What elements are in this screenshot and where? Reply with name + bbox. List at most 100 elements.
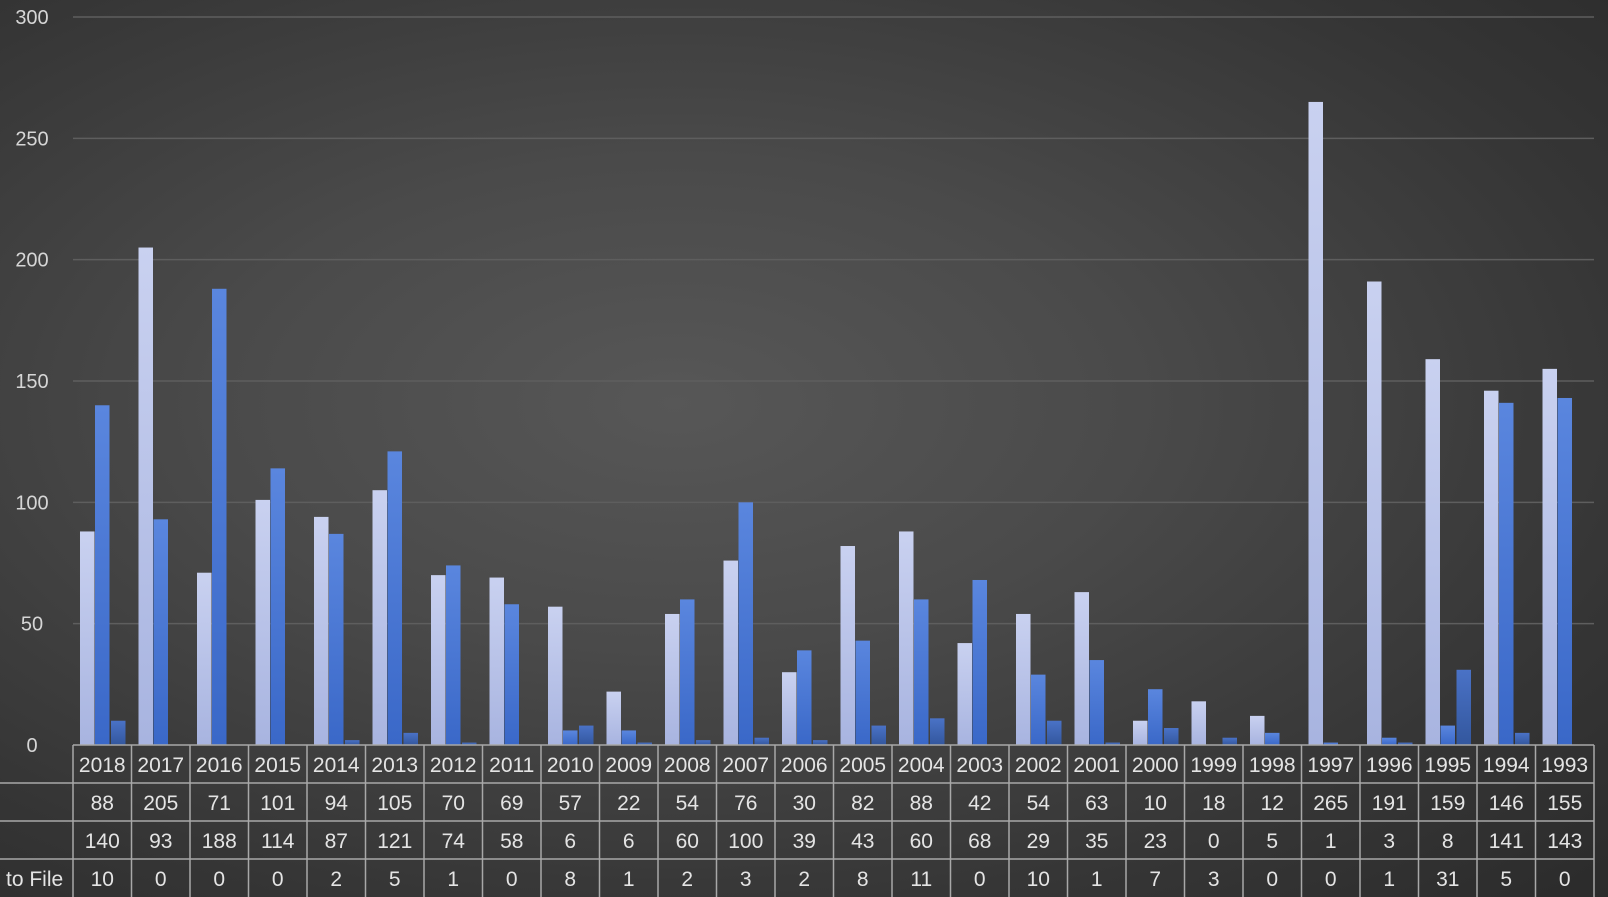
bar-s2 [738,502,753,745]
bar-s3 [1222,737,1237,745]
data-label: 88 [910,792,933,815]
data-label: 0 [1559,868,1571,891]
data-label: 188 [202,830,237,853]
category-label: 2015 [254,754,301,777]
bar-s2 [95,405,110,745]
bar-s2 [621,730,636,745]
bar-s3 [930,718,945,745]
bar-s2 [1499,402,1514,745]
bar-s2 [153,519,168,745]
bar-s2 [914,599,929,745]
bar-s2 [1440,725,1455,745]
bar-s1 [782,672,797,745]
bar-s2 [563,730,578,745]
data-label: 58 [500,830,523,853]
data-label: 0 [974,868,986,891]
category-label: 1998 [1249,754,1296,777]
data-label: 3 [740,868,752,891]
data-label: 6 [564,830,576,853]
category-label: 2006 [781,754,828,777]
data-label: 1 [1091,868,1103,891]
data-label: 5 [389,868,401,891]
bar-s1 [431,575,446,745]
category-label: 2011 [489,754,534,777]
data-label: 100 [728,830,763,853]
data-label: 71 [208,792,231,815]
data-label: 101 [260,792,295,815]
bar-s3 [1047,720,1062,745]
data-label: 141 [1489,830,1524,853]
data-label: 140 [85,830,120,853]
data-label: 18 [1202,792,1225,815]
data-label: 8 [1442,830,1454,853]
data-label: 1 [1325,830,1337,853]
data-label: 1 [1383,868,1395,891]
data-label: 1 [623,868,635,891]
bar-s2 [1323,742,1338,745]
bar-s1 [899,531,914,745]
y-tick-label: 100 [15,492,48,514]
bar-s1 [1191,701,1206,745]
category-label: 1994 [1483,754,1530,777]
data-label: 2 [330,868,342,891]
data-label: 105 [377,792,412,815]
bar-s3 [579,725,594,745]
data-label: 12 [1261,792,1284,815]
data-label: 3 [1383,830,1395,853]
bar-s2 [1089,660,1104,745]
bar-s3 [403,732,418,745]
category-label: 1996 [1366,754,1413,777]
bar-s3 [1398,742,1413,745]
bar-s2 [972,579,987,745]
data-label: 146 [1489,792,1524,815]
bar-s1 [1016,613,1031,745]
data-label: 82 [851,792,874,815]
bar-s2 [1557,397,1572,745]
data-label: 70 [442,792,465,815]
category-label: 1995 [1424,754,1471,777]
bar-s2 [1265,732,1280,745]
bar-s1 [1542,368,1557,745]
bar-s2 [387,451,402,745]
data-label: 10 [91,868,114,891]
bar-s3 [1164,728,1179,745]
data-label: 63 [1085,792,1108,815]
y-tick-label: 200 [15,250,48,272]
data-label: 5 [1500,868,1512,891]
data-label: 0 [155,868,167,891]
bar-s1 [606,691,621,745]
bar-s1 [840,546,855,745]
bar-s3 [637,742,652,745]
data-label: 121 [377,830,412,853]
category-label: 2003 [956,754,1003,777]
bar-s1 [1308,101,1323,745]
data-label: 159 [1430,792,1465,815]
series-label: to File [6,868,63,891]
bar-s1 [548,606,563,745]
data-label: 2 [681,868,693,891]
data-label: 93 [149,830,172,853]
bar-s1 [665,613,680,745]
category-label: 2005 [839,754,886,777]
bar-s1 [1250,715,1265,745]
bar-s3 [754,737,769,745]
bar-s2 [270,468,285,745]
data-label: 30 [793,792,816,815]
bar-s1 [255,499,270,745]
data-label: 11 [910,868,932,891]
bar-s2 [1031,674,1046,745]
bar-s3 [462,742,477,745]
bar-s3 [1105,742,1120,745]
bar-s3 [813,740,828,745]
gridlines [73,16,1594,625]
bar-s1 [1074,592,1089,745]
data-label: 155 [1547,792,1582,815]
data-label: 265 [1313,792,1348,815]
data-label: 22 [617,792,640,815]
data-label: 0 [1266,868,1278,891]
data-label: 57 [559,792,582,815]
data-label: 54 [676,792,700,815]
data-label: 0 [272,868,284,891]
y-tick-label: 300 [15,7,48,29]
data-label: 0 [506,868,518,891]
